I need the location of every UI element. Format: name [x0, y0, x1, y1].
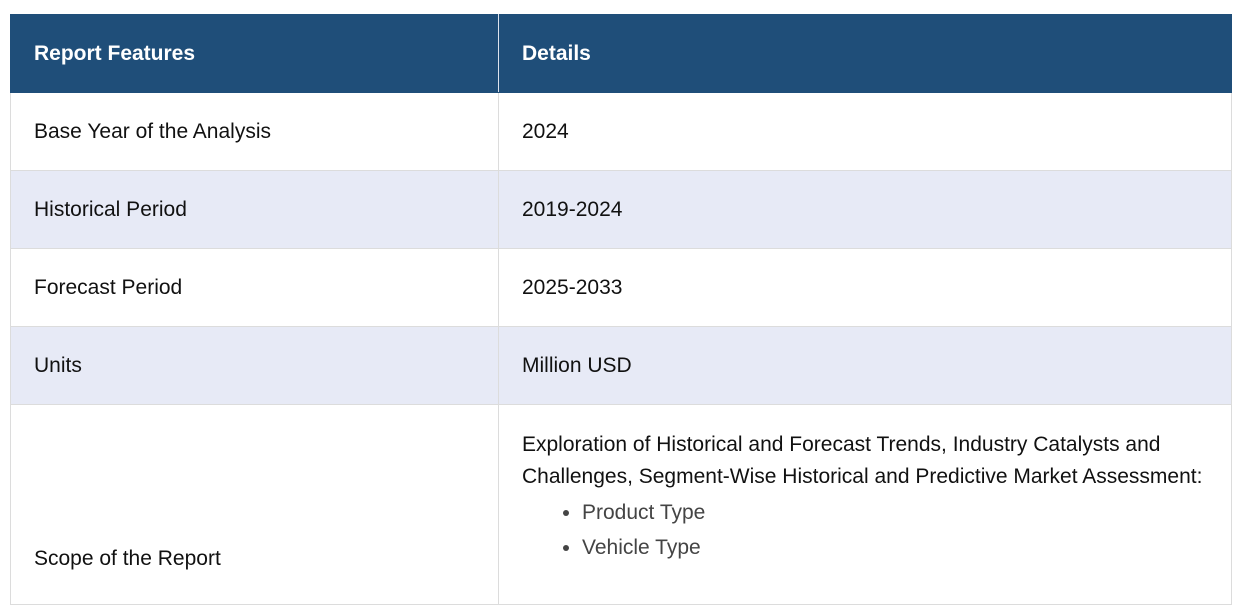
table-header-row: Report Features Details — [10, 14, 1232, 93]
row-details-base-year: 2024 — [498, 92, 1232, 171]
scope-segment-list: Product Type Vehicle Type — [522, 495, 1211, 565]
report-features-table: Report Features Details Base Year of the… — [10, 14, 1232, 605]
report-features-table-container: Report Features Details Base Year of the… — [10, 14, 1232, 605]
row-details-historical-period: 2019-2024 — [498, 170, 1232, 249]
row-details-units: Million USD — [498, 326, 1232, 405]
list-item-vehicle-type: Vehicle Type — [582, 530, 1211, 565]
row-feature-forecast-period: Forecast Period — [10, 248, 499, 327]
row-details-forecast-period: 2025-2033 — [498, 248, 1232, 327]
row-feature-base-year: Base Year of the Analysis — [10, 92, 499, 171]
scope-description: Exploration of Historical and Forecast T… — [522, 433, 1203, 488]
row-feature-historical-period: Historical Period — [10, 170, 499, 249]
header-details: Details — [498, 14, 1232, 93]
table-row: Historical Period 2019-2024 — [10, 170, 1232, 249]
table-row: Units Million USD — [10, 326, 1232, 405]
table-row: Base Year of the Analysis 2024 — [10, 92, 1232, 171]
row-details-scope: Exploration of Historical and Forecast T… — [498, 404, 1232, 605]
table-row: Scope of the Report Exploration of Histo… — [10, 404, 1232, 605]
row-feature-scope: Scope of the Report — [10, 404, 499, 605]
header-report-features: Report Features — [10, 14, 499, 93]
table-row: Forecast Period 2025-2033 — [10, 248, 1232, 327]
list-item-product-type: Product Type — [582, 495, 1211, 530]
row-feature-units: Units — [10, 326, 499, 405]
